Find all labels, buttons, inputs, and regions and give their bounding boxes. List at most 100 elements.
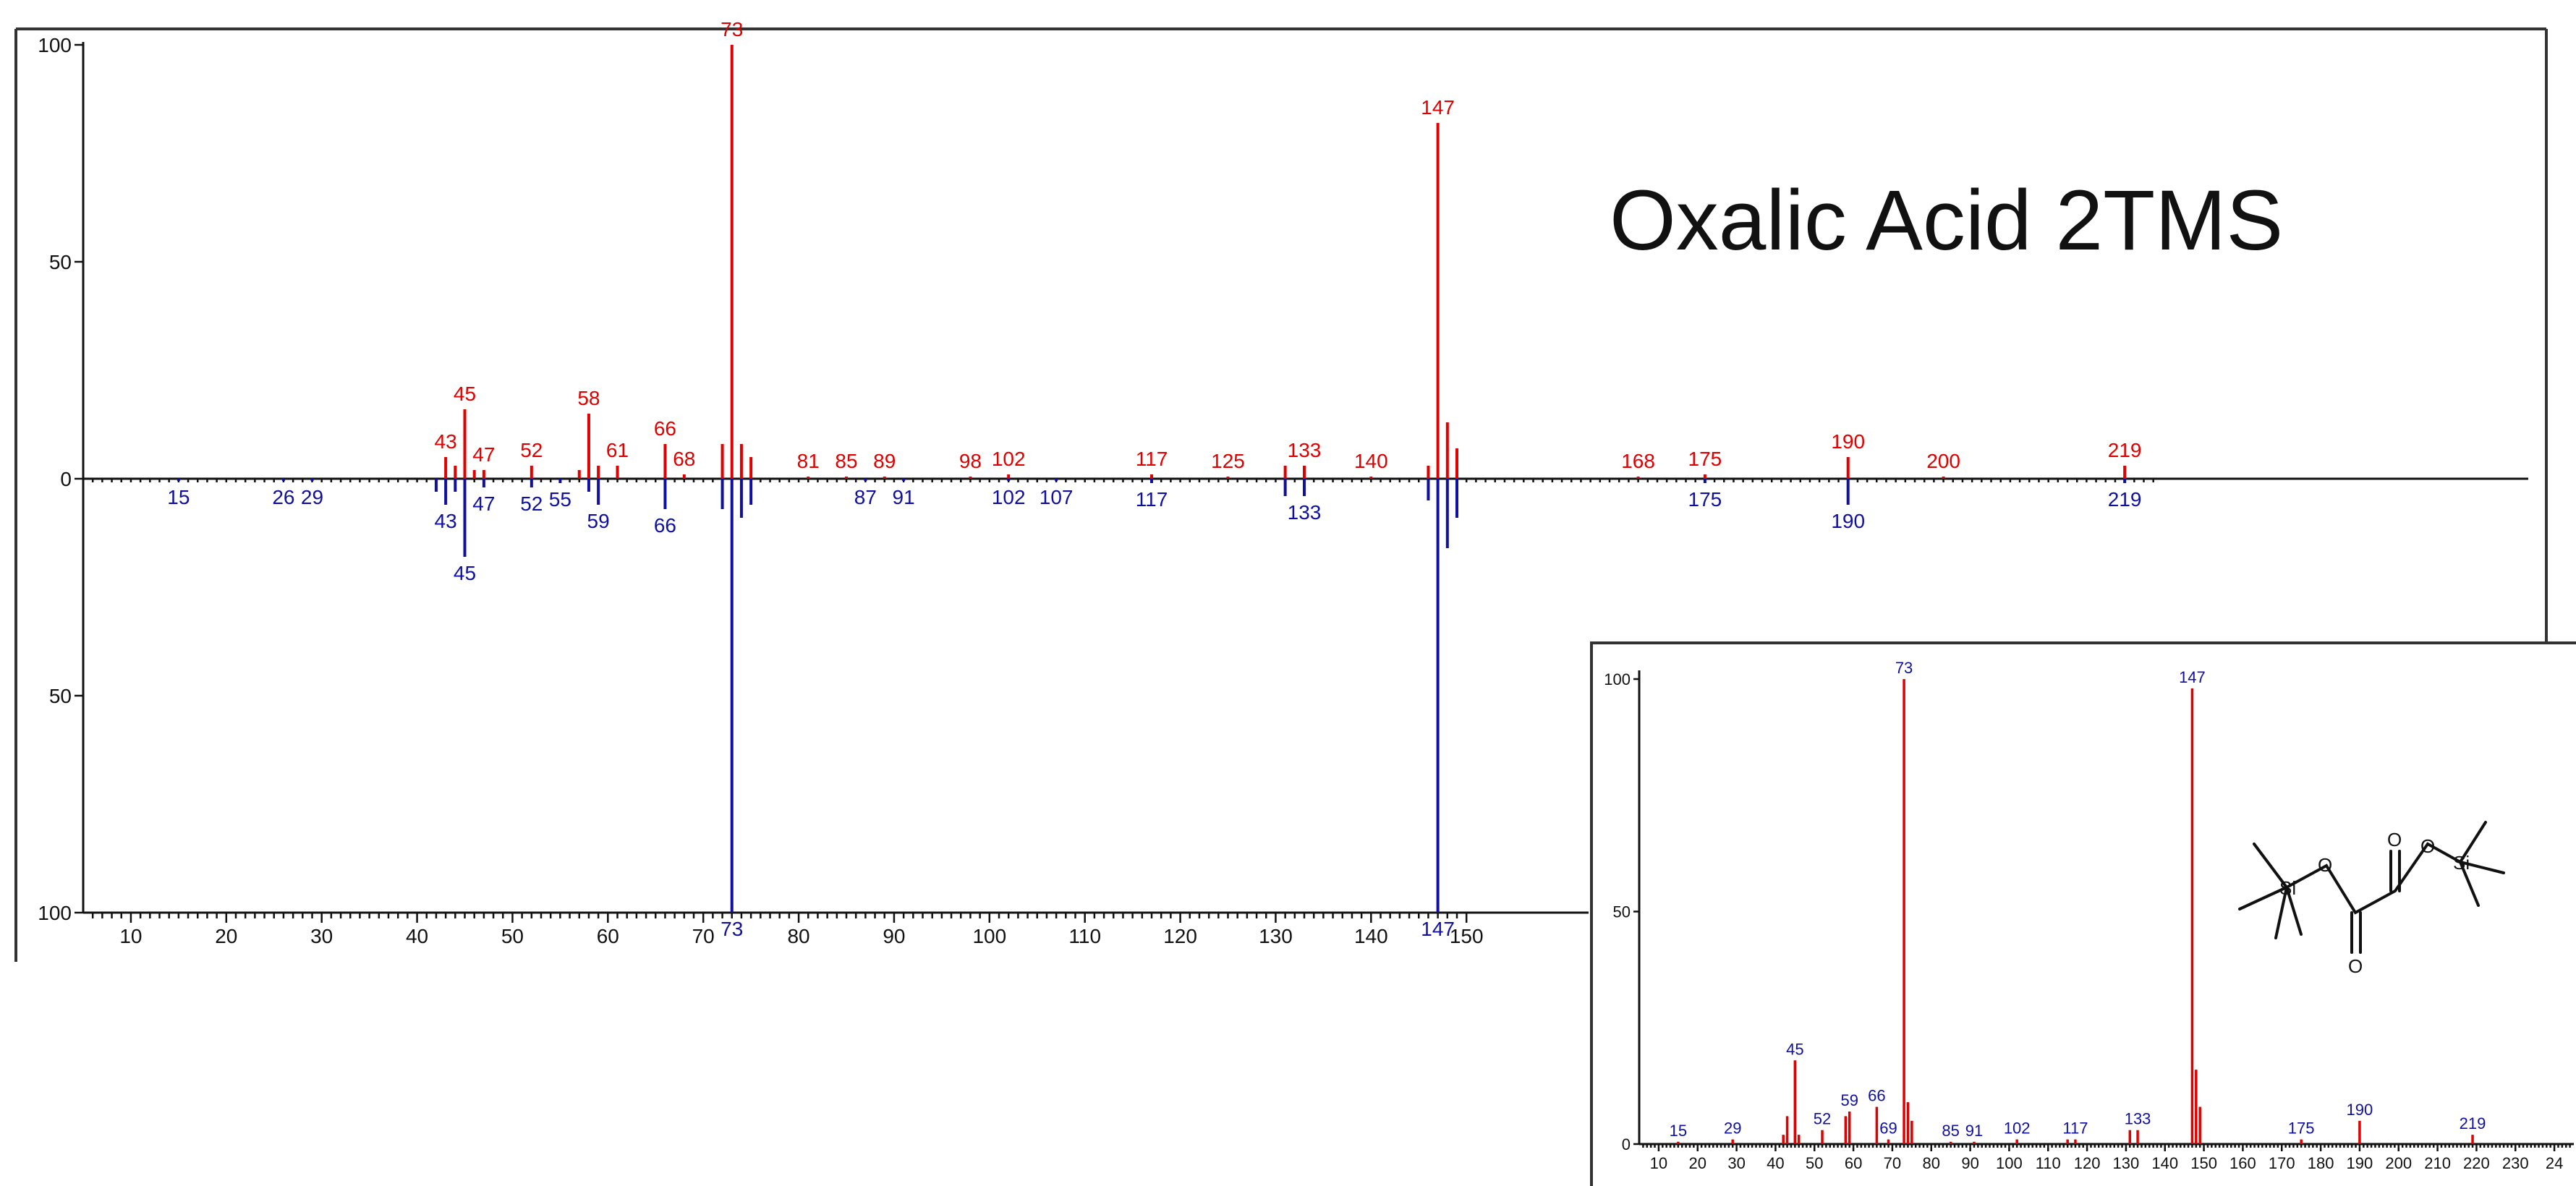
atom-o-carbonyl-1: O — [2348, 955, 2363, 977]
lower-peak-label: 55 — [549, 488, 571, 511]
x-tick-label: 100 — [972, 925, 1006, 947]
upper-peak-label: 140 — [1354, 450, 1388, 472]
x-tick-label: 150 — [1450, 925, 1484, 947]
reference-spectrum-chart: 100 50 0 10 20 30 40 50 60 70 80 90 100 110 120 130 140… — [1590, 641, 2576, 1186]
lower-peak-label: 59 — [587, 510, 610, 532]
upper-peak-label: 68 — [673, 448, 695, 470]
inset-peak-label: 219 — [2460, 1114, 2486, 1132]
inset-y-tick-label: 100 — [1604, 670, 1631, 688]
inset-x-tick-label: 30 — [1727, 1154, 1745, 1172]
inset-y-tick-label: 50 — [1613, 903, 1631, 921]
lower-peak-label: 52 — [520, 492, 543, 515]
si1-methyl-right — [2285, 886, 2303, 936]
peak-bars — [177, 45, 2127, 913]
inset-y-tick-label: 0 — [1622, 1135, 1631, 1153]
upper-peak-label: 45 — [454, 383, 476, 405]
lower-peak-label: 47 — [472, 492, 495, 515]
si1-methyl-down — [2274, 886, 2288, 939]
y-tick-label: 50 — [49, 251, 72, 273]
lower-peak-label: 45 — [454, 562, 476, 584]
x-tick-label: 140 — [1354, 925, 1388, 947]
atom-o-ester-2: O — [2420, 835, 2435, 857]
y-tick-label: 100 — [38, 34, 72, 56]
x-tick-label: 60 — [597, 925, 619, 947]
inset-x-tick-label: 90 — [1961, 1154, 1978, 1172]
inset-x-tick-label: 10 — [1650, 1154, 1667, 1172]
inset-x-tick-label: 70 — [1884, 1154, 1901, 1172]
x-tick-label: 50 — [501, 925, 524, 947]
lower-peak-label: 87 — [854, 486, 877, 508]
inset-x-tick-label: 160 — [2229, 1154, 2256, 1172]
mirror-spectrum-panel: 100 50 0 50 100 10 20 30 40 50 60 70 80 90 100 110 120 1… — [14, 18, 2548, 962]
inset-x-tick-label: 150 — [2190, 1154, 2217, 1172]
inset-peak-bars — [1677, 679, 2474, 1144]
inset-x-tick-label: 20 — [1689, 1154, 1706, 1172]
x-tick-label: 30 — [310, 925, 333, 947]
lower-peak-label: 102 — [992, 486, 1026, 508]
inset-x-tick-label: 220 — [2463, 1154, 2490, 1172]
reference-spectrum-panel: 100 50 0 10 20 30 40 50 60 70 80 90 100 110 120 130 140… — [1589, 641, 2576, 1186]
x-tick-label: 40 — [406, 925, 428, 947]
atom-si-1: Si — [2279, 877, 2296, 899]
inset-peak-label: 147 — [2179, 668, 2206, 686]
upper-peak-label: 168 — [1621, 450, 1655, 472]
upper-peak-label: 147 — [1421, 96, 1455, 119]
inset-peak-label: 29 — [1724, 1119, 1741, 1138]
lower-peak-label: 26 — [272, 486, 294, 508]
upper-peak-label: 47 — [472, 443, 495, 466]
inset-x-tick-label: 170 — [2269, 1154, 2295, 1172]
x-tick-label: 80 — [787, 925, 809, 947]
y-ticks: 100 50 0 50 100 — [38, 34, 83, 924]
inset-peak-label: 45 — [1786, 1040, 1803, 1058]
lower-peak-label: 29 — [301, 486, 323, 508]
inset-peak-label: 133 — [2125, 1110, 2151, 1128]
y-tick-label: 0 — [60, 468, 72, 490]
mirror-spectrum-chart: 100 50 0 50 100 10 20 30 40 50 60 70 80 90 100 110 120 1… — [14, 18, 2548, 962]
upper-peak-label: 175 — [1688, 448, 1722, 470]
lower-peak-label: 175 — [1688, 488, 1722, 511]
inset-x-tick-label: 230 — [2502, 1154, 2529, 1172]
inset-x-tick-label: 110 — [2036, 1154, 2061, 1172]
upper-peak-label: 98 — [959, 450, 982, 472]
chart-title: Oxalic Acid 2TMS — [1610, 173, 2283, 268]
x-tick-label: 10 — [119, 925, 142, 947]
peak-labels: 43 45 47 52 58 61 66 68 73 81 85 89 98 102 117 125 133 14… — [167, 18, 2141, 940]
inset-x-tick-label: 50 — [1806, 1154, 1823, 1172]
inset-peak-label: 15 — [1670, 1122, 1687, 1140]
upper-peak-label: 61 — [606, 439, 629, 461]
atom-si-2: Si — [2453, 852, 2470, 874]
inset-x-tick-label: 120 — [2074, 1154, 2101, 1172]
lower-peak-label: 43 — [435, 510, 457, 532]
atom-o-carbonyl-2: O — [2387, 829, 2402, 850]
x-tick-label: 120 — [1163, 925, 1197, 947]
inset-peak-label: 66 — [1868, 1087, 1885, 1105]
lower-peak-label: 73 — [720, 918, 743, 940]
upper-peak-label: 200 — [1926, 450, 1960, 472]
inset-x-tick-label: 80 — [1923, 1154, 1940, 1172]
si2-methyl-up — [2459, 821, 2487, 863]
x-tick-label: 20 — [215, 925, 237, 947]
inset-peak-labels: 15 29 45 52 59 66 69 73 85 91 102 117 133 147 175 190 21… — [1670, 659, 2486, 1140]
lower-peak-label: 117 — [1136, 488, 1168, 511]
upper-peak-label: 219 — [2108, 439, 2142, 461]
inset-peak-label: 175 — [2288, 1119, 2315, 1138]
y-tick-label: 100 — [38, 902, 72, 924]
x-tick-label: 90 — [883, 925, 905, 947]
si2-methyl-down — [2459, 861, 2480, 907]
oxalic-acid-2tms-structure: O O O O Si Si — [2238, 821, 2505, 977]
x-tick-label: 110 — [1068, 925, 1101, 947]
lower-peak-label: 107 — [1040, 486, 1074, 508]
inset-peak-label: 117 — [2062, 1119, 2088, 1138]
lower-peak-label: 91 — [893, 486, 915, 508]
upper-peak-label: 43 — [435, 430, 457, 453]
upper-peak-label: 58 — [577, 387, 600, 409]
upper-peak-label: 81 — [797, 450, 820, 472]
lower-peak-label: 133 — [1288, 501, 1322, 524]
lower-peak-label: 66 — [654, 514, 676, 537]
upper-peak-label: 102 — [992, 448, 1026, 470]
inset-x-tick-label: 140 — [2151, 1154, 2178, 1172]
inset-x-tick-label: 130 — [2113, 1154, 2140, 1172]
lower-peak-label: 219 — [2108, 488, 2142, 511]
inset-peak-label: 102 — [2004, 1119, 2031, 1138]
upper-peak-label: 52 — [520, 439, 543, 461]
